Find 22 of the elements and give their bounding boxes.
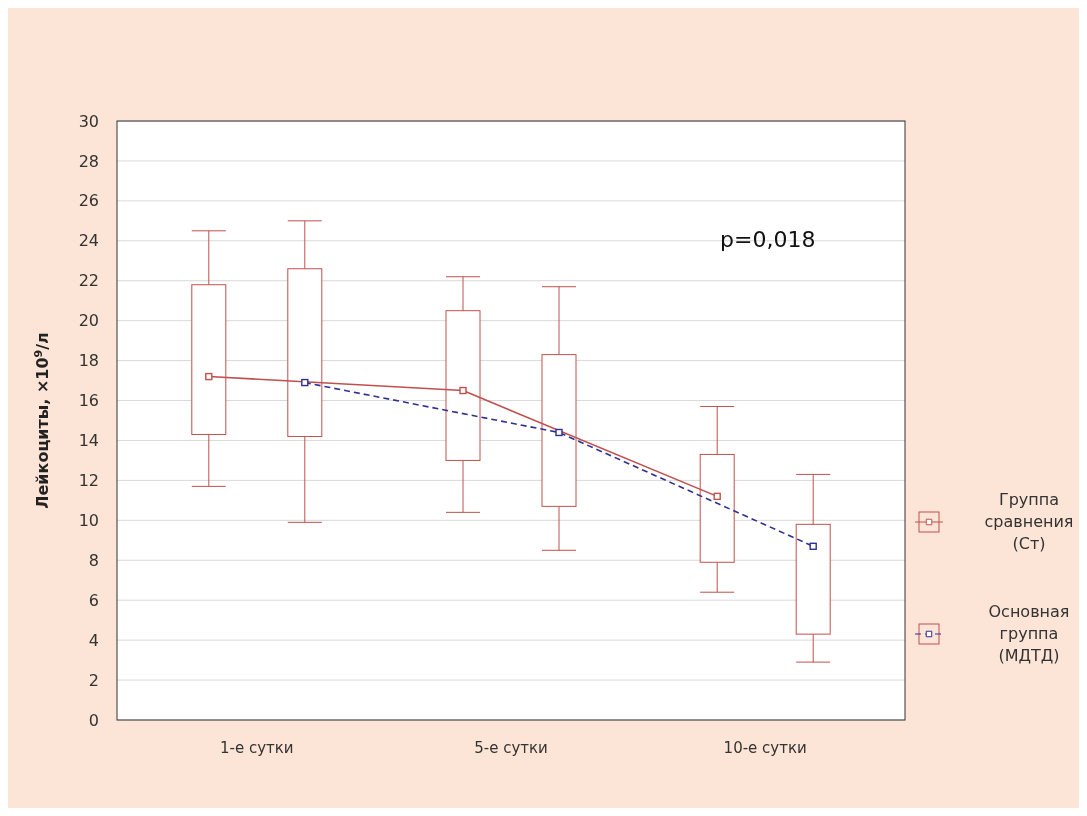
y-tick-label: 22 xyxy=(78,271,99,291)
y-tick-label: 14 xyxy=(78,431,99,451)
annotation: p=0,018 xyxy=(720,227,816,252)
y-tick-label: 6 xyxy=(88,590,99,610)
y-tick-label: 28 xyxy=(78,151,99,171)
y-tick-label: 18 xyxy=(78,351,99,371)
y-tick-label: 12 xyxy=(78,471,99,491)
y-tick-label: 26 xyxy=(78,191,99,211)
text: Основная группа (МДТД) xyxy=(988,602,1070,665)
y-tick-label: 4 xyxy=(88,630,99,650)
y-tick-label: 0 xyxy=(88,710,99,730)
y-tick-label: 16 xyxy=(78,391,99,411)
y-tick-label: 8 xyxy=(88,550,99,570)
x-tick-label: 10-е сутки xyxy=(723,738,807,757)
text: Группа сравнения (Ст) xyxy=(984,490,1074,553)
y-tick-label: 24 xyxy=(78,231,99,251)
x-tick-label: 5-е сутки xyxy=(474,738,548,757)
y-tick-label: 20 xyxy=(78,311,99,331)
y-tick-label: 2 xyxy=(88,670,99,690)
x-tick-label: 1-е сутки xyxy=(219,738,294,757)
y-tick-label: 10 xyxy=(78,510,99,530)
y-tick-label: 30 xyxy=(78,111,99,131)
